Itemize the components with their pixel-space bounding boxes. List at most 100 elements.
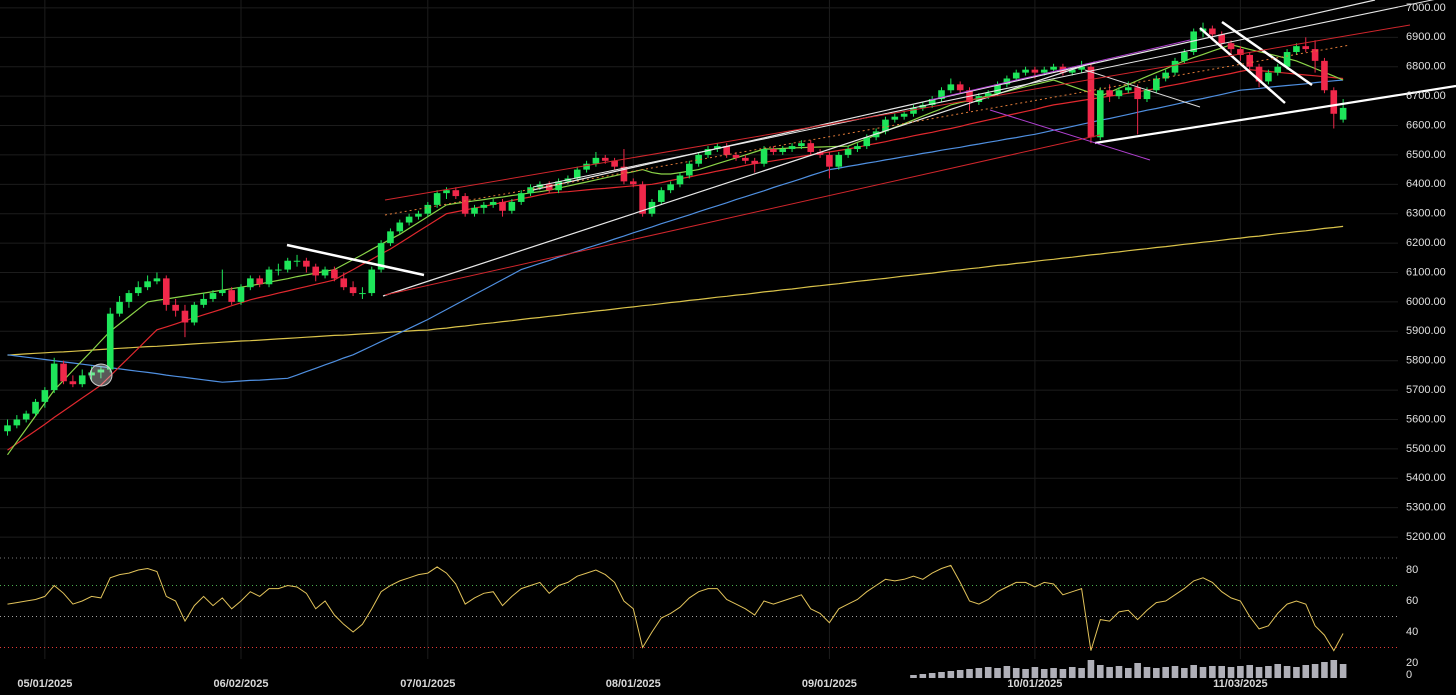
volume-bar	[1218, 666, 1225, 678]
candle-body	[312, 266, 320, 276]
volume-bar	[1115, 666, 1123, 678]
x-tick-label: 11/03/2025	[1213, 678, 1267, 690]
candle-body	[1003, 78, 1011, 85]
candle-body	[779, 149, 787, 152]
volume-bar	[1339, 664, 1347, 678]
candle-body	[219, 290, 226, 294]
volume-bar	[1227, 667, 1235, 678]
support-line	[1094, 84, 1456, 145]
candle-body	[1171, 60, 1179, 73]
candle-body	[714, 146, 721, 150]
volume-bar	[1153, 668, 1160, 678]
x-tick-label: 05/01/2025	[17, 678, 72, 690]
volume-bar	[1283, 666, 1291, 678]
candle-body	[1227, 43, 1235, 50]
candle-body	[13, 419, 21, 426]
candle-body	[106, 313, 114, 370]
volume-bar	[984, 667, 992, 678]
candle-body	[1078, 66, 1085, 70]
candle-body	[994, 84, 1001, 94]
volume-bar	[919, 674, 927, 678]
rsi-tick-label: 60	[1406, 595, 1418, 607]
candle-body	[695, 154, 702, 164]
candle-body	[396, 222, 404, 232]
candle-body	[1087, 66, 1095, 138]
candle-body	[1022, 69, 1029, 73]
candle-body	[265, 269, 273, 285]
rsi-tick-label: 20	[1406, 657, 1418, 669]
candle-body	[1115, 90, 1123, 97]
red-channel	[384, 134, 1101, 296]
y-tick-label: 5200.00	[1406, 531, 1446, 543]
volume-panel	[0, 659, 1398, 679]
moving-average	[7, 79, 1344, 383]
candle-body	[1068, 69, 1076, 73]
trend-line	[1084, 69, 1201, 108]
candle-body	[443, 190, 450, 194]
candle-body	[1265, 72, 1272, 82]
y-tick-label: 6200.00	[1406, 237, 1446, 249]
candle-body	[1330, 90, 1338, 114]
candle-body	[480, 204, 488, 208]
volume-bar	[1050, 668, 1057, 678]
candle-body	[938, 90, 945, 100]
candle-body	[69, 381, 77, 385]
candle-body	[798, 143, 805, 147]
candle-body	[844, 149, 852, 155]
candle-body	[125, 293, 133, 302]
y-tick-label: 6300.00	[1406, 208, 1446, 220]
moving-average	[7, 44, 1344, 456]
candle-body	[704, 149, 712, 155]
candle-body	[620, 166, 628, 182]
candle-body	[1302, 46, 1310, 50]
candle-body	[1190, 31, 1197, 53]
candle-body	[527, 187, 534, 194]
volume-bar	[928, 673, 936, 678]
candle-body	[284, 260, 291, 270]
flag-line	[1199, 27, 1286, 104]
plot-area	[0, 22, 1398, 679]
candle-body	[816, 151, 824, 155]
purple-line	[929, 39, 1191, 101]
candle-body	[1255, 66, 1263, 82]
candle-body	[349, 287, 357, 294]
candle-body	[377, 243, 385, 270]
volume-bar	[975, 668, 983, 678]
mid-channel	[384, 44, 1351, 216]
candle-body	[658, 190, 665, 202]
candle-body	[228, 290, 235, 302]
volume-bar	[1040, 669, 1048, 678]
candle-body	[88, 372, 95, 376]
candle-body	[489, 201, 497, 205]
candle-body	[583, 163, 590, 170]
rsi-line	[7, 564, 1344, 652]
candle-body	[611, 160, 618, 167]
volume-bar	[1106, 667, 1113, 678]
volume-bar	[1302, 665, 1310, 678]
volume-bar	[1171, 666, 1179, 678]
candle-body	[1274, 66, 1282, 73]
volume-bar	[1237, 666, 1244, 678]
volume-bar	[956, 670, 964, 678]
volume-bar	[1330, 660, 1338, 678]
volume-bar	[910, 675, 917, 678]
x-tick-label: 10/01/2025	[1007, 678, 1062, 690]
candle-body	[676, 175, 684, 185]
candle-body	[387, 231, 394, 244]
candle-body	[32, 401, 39, 414]
candle-body	[256, 278, 263, 285]
candle-body	[405, 216, 413, 223]
candle-body	[947, 84, 955, 91]
candle-body	[499, 201, 506, 211]
candle-body	[1050, 66, 1057, 70]
candle-body	[1311, 49, 1319, 61]
candle-body	[1125, 87, 1132, 91]
volume-bar	[966, 669, 973, 678]
candle-body	[742, 157, 749, 161]
candle-body	[686, 163, 693, 176]
candle-body	[900, 113, 908, 117]
y-tick-label: 6000.00	[1406, 296, 1446, 308]
channel-upper-2	[532, 0, 1435, 188]
candle-body	[1096, 90, 1104, 138]
